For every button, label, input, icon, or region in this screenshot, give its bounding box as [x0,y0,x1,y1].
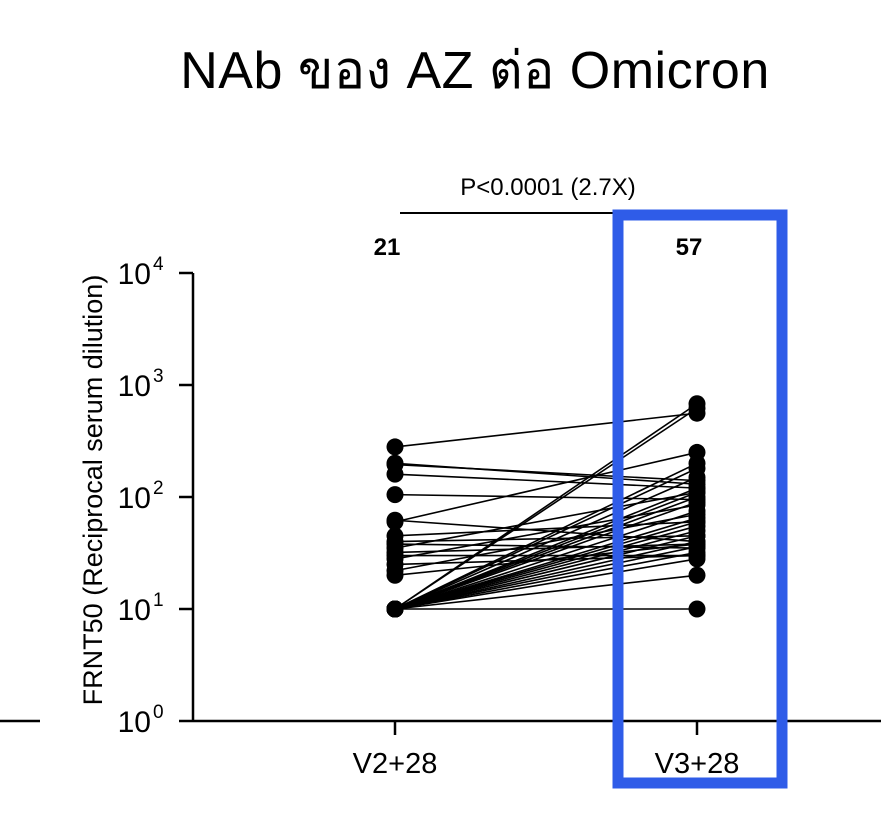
pair-line [394,510,698,610]
pair-line [394,491,698,549]
y-tick-exponent: 4 [153,254,164,275]
y-tick-label: 10 [118,258,151,291]
x-category-label: V3+28 [655,748,740,780]
highlight-box [612,209,788,789]
point-v2 [386,513,404,531]
data-points [386,395,706,618]
pair-line [394,519,698,543]
point-v3 [688,395,706,413]
annotations: 21 57 P<0.0001 (2.7X) [374,174,740,261]
y-tick-label: 10 [118,594,151,627]
geometric-mean-label: 21 [374,234,401,261]
y-tick-label: 10 [118,706,151,739]
pair-line [394,412,698,448]
y-tick-exponent: 0 [153,702,164,723]
pair-line [394,504,698,560]
point-v2 [386,486,404,504]
pair-line [394,545,698,610]
pair-line [394,501,698,610]
geometric-mean-label: 57 [676,234,703,261]
y-tick-exponent: 1 [153,590,164,611]
y-axis-label-group: FRNT50 (Reciprocal serum dilution) [78,275,108,706]
pair-line [394,574,698,610]
pair-line [394,463,698,482]
point-v3 [688,600,706,618]
pair-lines [394,403,698,610]
pair-line [394,476,698,610]
x-category-label: V2+28 [353,748,438,780]
pair-line [394,403,698,610]
pair-line [394,473,698,489]
pair-line [394,462,698,610]
pair-line [394,540,698,610]
point-v3 [688,454,706,472]
pair-line [394,451,698,523]
significance-label: P<0.0001 (2.7X) [460,174,635,201]
y-tick-label: 10 [118,482,151,515]
pair-line [394,517,698,610]
point-v2 [386,438,404,456]
pair-line [394,558,698,610]
y-tick-exponent: 3 [153,366,164,387]
y-tick-exponent: 2 [153,478,164,499]
point-v2 [386,566,404,584]
chart-title: NAb ของ AZ ต่อ Omicron [180,42,770,100]
pair-line [394,535,698,610]
y-tick-label: 10 [118,370,151,403]
point-v2 [386,600,404,618]
pair-line [394,551,698,610]
pair-line [394,487,698,610]
point-v2 [386,465,404,483]
point-v3 [688,566,706,584]
y-axis-label: FRNT50 (Reciprocal serum dilution) [78,275,108,706]
